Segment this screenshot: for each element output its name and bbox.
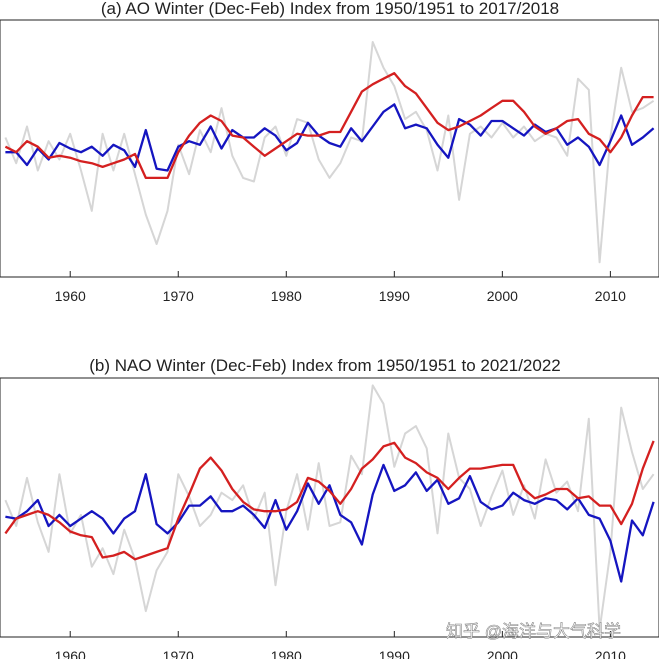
- ao-series-raw-line: [4, 41, 655, 264]
- nao-x-tick-label: 1990: [379, 648, 410, 659]
- nao-series-smooth5-line: [5, 463, 655, 583]
- ao-x-tick-label: 1960: [55, 288, 86, 304]
- watermark-text: 知乎 @海洋与大气科学: [446, 622, 621, 641]
- ao-x-tick-label: 1980: [271, 288, 302, 304]
- ao-series-smooth11-line: [4, 72, 654, 180]
- nao-series-raw-line: [4, 384, 655, 631]
- ao-x-tick-label: 2010: [595, 288, 626, 304]
- nao-x-tick-label: 1960: [55, 648, 86, 659]
- title-ao: (a) AO Winter (Dec-Feb) Index from 1950/…: [101, 0, 559, 18]
- ao-x-tick-label: 2000: [487, 288, 518, 304]
- nao-x-tick-label: 2000: [487, 648, 518, 659]
- plot-frame-ao: [0, 19, 659, 278]
- title-nao: (b) NAO Winter (Dec-Feb) Index from 1950…: [89, 356, 561, 375]
- x-ticks-nao: 1960 1970 1980 1990 2000 2010: [55, 631, 626, 659]
- plot-frame-nao: [0, 377, 659, 638]
- ao-series-smooth5-line: [5, 103, 655, 172]
- x-ticks-ao: 1960 1970 1980 1990 2000 2010: [55, 271, 626, 304]
- nao-x-tick-label: 1980: [271, 648, 302, 659]
- ao-x-tick-label: 1970: [163, 288, 194, 304]
- series-group-nao: [4, 384, 655, 631]
- panel-nao: (b) NAO Winter (Dec-Feb) Index from 1950…: [0, 356, 659, 659]
- ao-x-tick-label: 1990: [379, 288, 410, 304]
- series-group-ao: [4, 41, 655, 264]
- nao-series-smooth11-line: [4, 440, 655, 561]
- nao-x-tick-label: 2010: [595, 648, 626, 659]
- panel-ao: (a) AO Winter (Dec-Feb) Index from 1950/…: [0, 0, 659, 304]
- nao-x-tick-label: 1970: [163, 648, 194, 659]
